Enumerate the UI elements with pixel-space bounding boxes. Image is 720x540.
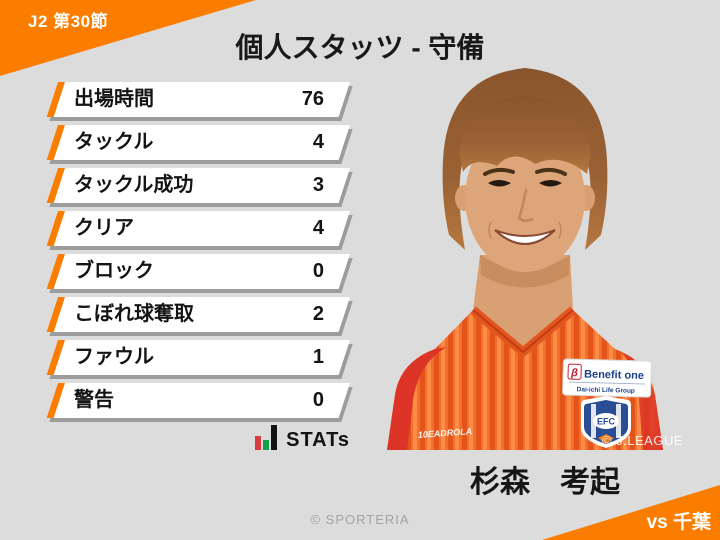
stat-row-tackles: タックル 4 [46, 125, 351, 160]
stat-row-loose-ball-recoveries: こぼれ球奪取 2 [46, 297, 351, 332]
stat-value: 2 [312, 303, 324, 325]
stat-row-yellow-cards: 警告 0 [46, 383, 351, 418]
stat-row-clearances: クリア 4 [46, 211, 351, 246]
stat-label: こぼれ球奪取 [74, 303, 194, 325]
stat-row-fouls: ファウル 1 [46, 340, 351, 375]
jleague-credit: © J.LEAGUE [601, 433, 683, 448]
stat-value: 76 [301, 88, 324, 110]
sponsor-sub-text: Dai-ichi Life Group [577, 386, 635, 395]
stat-row-tackles-won: タックル成功 3 [46, 168, 351, 203]
stats-list: 出場時間 76 タックル 4 タックル成功 3 クリア 4 ブロック 0 こぼれ… [46, 82, 351, 426]
stat-label: 警告 [74, 389, 114, 411]
stat-row-minutes: 出場時間 76 [46, 82, 351, 117]
stat-label: タックル [74, 131, 154, 153]
jersey-side-text: 10EADROLA [417, 426, 472, 440]
stat-value: 1 [312, 346, 324, 368]
club-crest: EFC [581, 396, 631, 448]
stat-label: ブロック [74, 260, 154, 282]
stat-value: 3 [312, 174, 324, 196]
stat-row-blocks: ブロック 0 [46, 254, 351, 289]
stat-value: 4 [312, 217, 324, 239]
opponent-label: vs 千葉 [646, 512, 711, 533]
stats-logo: STATs [58, 424, 350, 450]
player-photo: β Benefit one Dai-ichi Life Group EFC 10… [385, 60, 685, 450]
stats-logo-text: STATs [286, 429, 350, 451]
stat-label: 出場時間 [74, 88, 154, 110]
sporteria-credit: © SPORTERIA [310, 512, 410, 527]
stat-label: クリア [74, 217, 134, 239]
sponsor-text: Benefit one [584, 368, 644, 382]
page-title: 個人スタッツ - 守備 [235, 32, 485, 63]
stat-value: 0 [312, 389, 324, 411]
round-label: J2 第30節 [28, 12, 109, 31]
stat-label: タックル成功 [74, 174, 194, 196]
player-name: 杉森 考起 [470, 466, 620, 499]
sponsor-mark: β [570, 367, 578, 379]
crest-text: EFC [597, 417, 616, 427]
stat-label: ファウル [74, 346, 154, 368]
stat-value: 4 [312, 131, 324, 153]
stat-value: 0 [312, 260, 324, 282]
player-portrait-illustration: β Benefit one Dai-ichi Life Group EFC 10… [387, 68, 663, 450]
stats-bars-icon [255, 425, 278, 450]
